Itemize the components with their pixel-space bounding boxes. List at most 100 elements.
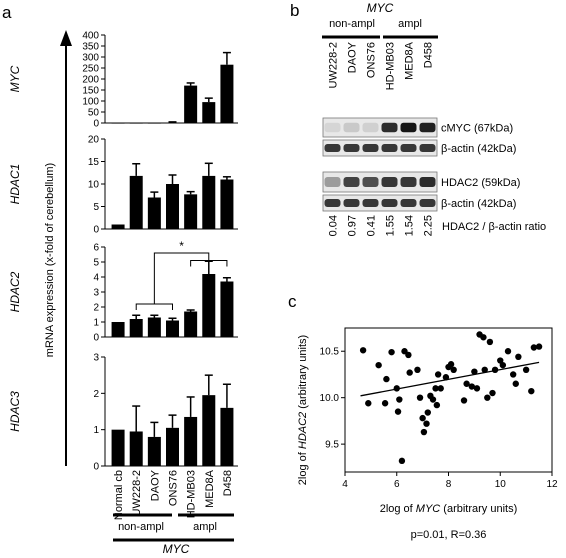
- y-axis-label-gene: HDAC2: [297, 412, 309, 449]
- scatter-point: [423, 420, 430, 427]
- blot-band: [343, 144, 360, 152]
- blot-band: [381, 144, 398, 152]
- scatter-point: [486, 338, 494, 346]
- y-tick-label: 10: [88, 180, 100, 191]
- y-tick-label: 0: [93, 333, 99, 344]
- scatter-point: [491, 366, 499, 374]
- blot-row-actin1: β-actin (42kDa): [322, 139, 516, 157]
- y-tick-label: 5: [93, 258, 99, 269]
- bar-normal-cb: [111, 429, 125, 466]
- panel-a-group-ampl: ampl: [193, 521, 217, 533]
- bar-normal-cb: [111, 322, 125, 337]
- bar-ons76: [166, 184, 179, 229]
- blot-band: [419, 199, 436, 207]
- bracket-nonampl: [135, 303, 173, 310]
- x-tick-label: 10: [495, 479, 507, 490]
- ratio-value: 2.25: [423, 215, 435, 236]
- panel-a-bar-charts: 050100150200250300350400MYC05101520HDAC1…: [8, 31, 238, 520]
- bar-chart-hdac1: 0 5 10 15 20 HDAC1: [8, 135, 238, 236]
- scatter-point: [447, 361, 455, 368]
- panel-b-title: MYC: [367, 1, 394, 15]
- y-tick-label: 10.0: [320, 393, 340, 404]
- blot-band: [362, 144, 379, 152]
- bracket-connector: [153, 252, 210, 304]
- scatter-point: [432, 385, 439, 392]
- bar-hd-mb03: [184, 311, 198, 337]
- y-tick-label: 1: [93, 425, 99, 436]
- blot-band: [419, 177, 436, 187]
- bar-normal-cb: [111, 224, 125, 229]
- bar-uw228-2: [129, 175, 143, 229]
- blot-band: [381, 177, 398, 187]
- x-tick-label: 12: [546, 479, 558, 490]
- scatter-point: [463, 380, 470, 387]
- scatter-point: [429, 396, 437, 403]
- x-category-label: D458: [222, 470, 234, 496]
- scatter-point: [396, 396, 403, 403]
- scatter-point: [398, 457, 406, 465]
- y-tick-label: 200: [82, 75, 99, 86]
- scatter-point: [394, 408, 402, 415]
- scatter-point: [416, 394, 424, 401]
- y-tick-label: 2: [93, 303, 99, 314]
- gene-label: HDAC1: [8, 164, 22, 205]
- scatter-point: [393, 385, 400, 392]
- scatter-point: [528, 387, 535, 395]
- blot-band: [362, 199, 379, 207]
- lane-label: D458: [423, 42, 435, 68]
- bar-hd-mb03: [184, 416, 198, 466]
- scatter-point: [433, 401, 441, 409]
- blot-band: [362, 177, 379, 187]
- blot-row-hdac2: HDAC2 (59kDa): [322, 171, 520, 193]
- y-tick-label: 9.5: [325, 440, 339, 451]
- blot-band: [343, 199, 360, 207]
- scatter-point: [530, 344, 538, 351]
- y-tick-label: 250: [82, 64, 99, 75]
- y-tick-label: 10.5: [320, 347, 340, 358]
- scatter-point: [442, 374, 450, 381]
- band-label: cMYC (67kDa): [441, 123, 513, 135]
- scatter-point: [437, 385, 444, 392]
- panel-c-scatter: 4 6 8 10 12 9.5 10.0 10.5 2log of MYC (arbitrary…: [297, 327, 558, 541]
- panel-a-xlabel: MYC: [163, 542, 190, 553]
- bar-d458: [220, 64, 234, 123]
- scatter-point: [522, 366, 530, 374]
- bar-daoy: [147, 122, 161, 124]
- blot-band: [343, 122, 360, 133]
- blot-row-actin2: β-actin (42kDa): [322, 194, 516, 212]
- scatter-point: [489, 389, 496, 397]
- scatter-point: [419, 414, 426, 422]
- lane-label: MED8A: [404, 41, 416, 80]
- y-axis-label: 2log of HDAC2 (arbitrary units): [297, 335, 309, 485]
- scatter-point: [406, 369, 413, 376]
- y-tick-label: 6: [93, 243, 99, 254]
- blot-band: [419, 122, 436, 133]
- bar-med8a: [202, 175, 216, 229]
- regression-line: [360, 361, 540, 397]
- y-tick-label: 2: [93, 389, 99, 400]
- x-category-label: ONS76: [168, 470, 180, 506]
- y-tick-label: 4: [93, 273, 99, 284]
- bar-uw228-2: [129, 431, 143, 466]
- blot-band: [324, 122, 341, 133]
- scatter-point: [375, 361, 382, 369]
- y-tick-label: 3: [93, 353, 99, 364]
- stats-annotation: p=0.01, R=0.36: [411, 529, 487, 541]
- x-axis-label-suffix: (arbitrary units): [440, 503, 517, 515]
- y-tick-label: 350: [82, 42, 99, 53]
- scatter-point: [424, 409, 431, 416]
- bar-chart-hdac2: 0 1 2 3 4 5 6 HDAC2 *: [8, 239, 238, 344]
- y-tick-label: 20: [88, 135, 100, 146]
- gene-label: HDAC3: [8, 391, 22, 432]
- y-tick-label: 50: [88, 108, 100, 119]
- blot-band: [324, 177, 341, 187]
- scatter-point: [471, 368, 478, 375]
- y-tick-label: 0: [93, 119, 99, 130]
- y-tick-label: 0: [93, 462, 99, 473]
- gene-label: MYC: [8, 65, 22, 92]
- blot-row-cmyc: cMYC (67kDa): [322, 117, 513, 138]
- blot-band: [324, 199, 341, 207]
- blot-band: [381, 122, 398, 133]
